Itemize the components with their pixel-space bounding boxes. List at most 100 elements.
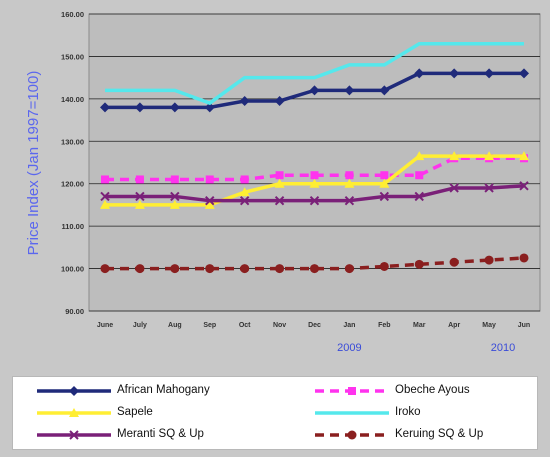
x-tick-label: Aug: [168, 322, 182, 329]
data-point: [239, 187, 250, 197]
data-point: [239, 95, 250, 106]
year-labels: 2009 2010: [337, 342, 515, 354]
data-point: [240, 175, 249, 184]
data-point: [69, 386, 79, 396]
data-point: [414, 191, 424, 202]
data-point: [449, 257, 459, 267]
data-point: [274, 95, 285, 106]
y-axis-ticks: 90.00 100.00 110.00 120.00 130.00 140.00 150.0…: [61, 10, 84, 316]
x-tick-label: Sep: [203, 322, 216, 329]
data-point: [239, 195, 250, 206]
data-point: [100, 102, 110, 113]
data-point: [169, 199, 180, 209]
data-point: [134, 102, 145, 113]
x-tick-label: Apr: [448, 322, 460, 329]
data-point: [344, 264, 354, 274]
data-point: [275, 264, 285, 274]
data-point: [449, 68, 460, 79]
series-line: [105, 41, 524, 106]
legend-label: African Mahogany: [117, 384, 210, 396]
data-point: [204, 102, 215, 113]
series-iroko: [105, 41, 524, 106]
y-tick-label: 110.00: [61, 222, 84, 231]
series-keruing-sq-up: [100, 253, 529, 274]
data-point: [135, 175, 144, 184]
data-point: [415, 171, 424, 180]
y-tick-label: 90.00: [65, 307, 84, 316]
series-sapele: [100, 151, 529, 209]
data-point: [309, 178, 320, 188]
legend-swatch: [315, 387, 389, 395]
data-point: [344, 178, 355, 188]
x-tick-label: May: [482, 322, 496, 329]
series-meranti-sq-up: [100, 181, 529, 206]
data-point: [240, 264, 250, 274]
y-tick-label: 160.00: [61, 10, 84, 19]
x-tick-label: Jun: [518, 322, 530, 329]
data-point: [309, 85, 320, 96]
data-point: [344, 85, 355, 96]
data-point: [310, 171, 319, 180]
data-point: [204, 199, 215, 209]
series-african-mahogany: [100, 68, 529, 113]
data-point: [484, 151, 495, 161]
data-point: [310, 264, 319, 274]
data-point: [379, 178, 390, 188]
y-tick-label: 140.00: [61, 95, 84, 104]
data-point: [69, 408, 79, 417]
data-point: [170, 191, 180, 202]
data-point: [274, 195, 285, 206]
x-axis-ticks: June July Aug Sep Oct Nov Dec Jan Feb Mar Apr May Ju…: [97, 322, 530, 329]
year-label: 2010: [491, 342, 515, 354]
y-tick-label: 150.00: [61, 52, 84, 61]
legend-swatch: [37, 386, 111, 396]
legend-swatch: [37, 408, 111, 417]
x-tick-label: Mar: [413, 322, 426, 329]
data-point: [449, 151, 460, 161]
x-tick-label: Oct: [239, 322, 251, 329]
data-point: [519, 151, 529, 161]
data-point: [347, 430, 357, 440]
data-point: [519, 68, 529, 79]
y-axis-label: Price Index (Jan 1997=100): [25, 71, 42, 256]
series-group: [100, 41, 529, 274]
legend-label: Iroko: [395, 406, 421, 418]
data-point: [484, 255, 494, 265]
year-label: 2009: [337, 342, 361, 354]
legend: African Mahogany Obeche Ayous Sapele Iroko M…: [12, 376, 538, 450]
data-point: [344, 195, 355, 206]
data-point: [519, 253, 529, 263]
data-point: [69, 430, 79, 440]
gridlines: [89, 13, 540, 312]
legend-label: Keruing SQ & Up: [395, 428, 484, 440]
data-point: [379, 85, 390, 96]
data-point: [309, 195, 320, 206]
legend-label: Obeche Ayous: [395, 384, 470, 396]
data-point: [484, 68, 495, 79]
y-tick-label: 130.00: [61, 137, 84, 146]
legend-label: Meranti SQ & Up: [117, 428, 204, 440]
data-point: [205, 264, 215, 274]
data-point: [100, 199, 110, 209]
x-tick-label: July: [133, 322, 147, 329]
data-point: [484, 183, 494, 193]
data-point: [449, 183, 459, 193]
data-point: [414, 259, 424, 269]
x-tick-label: Feb: [378, 322, 390, 329]
x-tick-label: Jan: [343, 322, 355, 329]
data-point: [100, 191, 110, 202]
data-point: [134, 199, 145, 209]
data-point: [135, 191, 145, 202]
data-point: [519, 181, 529, 191]
data-point: [379, 191, 390, 202]
data-point: [414, 68, 425, 79]
y-tick-label: 120.00: [61, 180, 84, 189]
data-point: [170, 264, 180, 274]
data-point: [101, 175, 109, 184]
y-tick-label: 100.00: [61, 265, 84, 274]
data-point: [380, 171, 389, 180]
legend-label: Sapele: [117, 406, 153, 418]
data-point: [169, 102, 180, 113]
data-point: [275, 171, 284, 180]
data-point: [274, 178, 285, 188]
